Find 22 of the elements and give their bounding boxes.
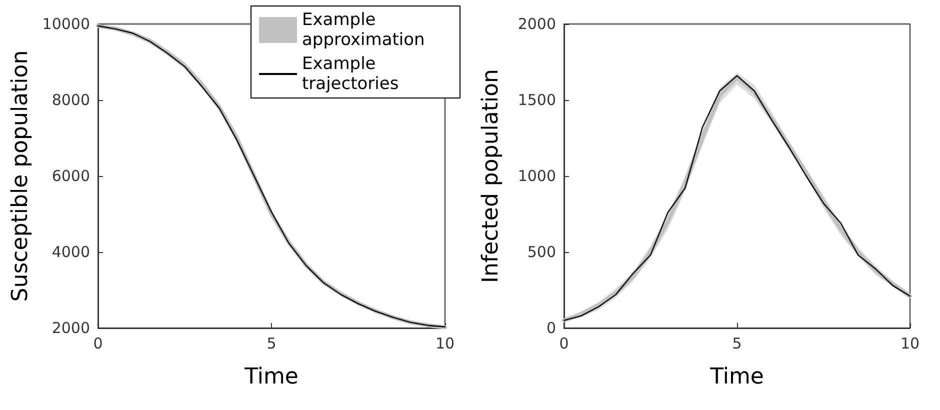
y-axis-title: Infected population	[478, 69, 504, 283]
x-tick-label: 10	[435, 334, 455, 352]
y-tick-label: 8000	[52, 91, 90, 109]
y-tick-label: 1000	[518, 167, 556, 185]
y-tick-label: 500	[527, 243, 556, 261]
x-axis-title: Time	[244, 364, 298, 390]
y-tick-label: 0	[546, 319, 556, 337]
x-tick-label: 0	[93, 334, 103, 352]
y-tick-label: 4000	[52, 243, 90, 261]
y-tick-label: 10000	[42, 15, 90, 33]
y-tick-label: 1500	[518, 91, 556, 109]
x-tick-label: 5	[266, 334, 276, 352]
y-axis-title: Susceptible population	[8, 50, 33, 302]
y-tick-label: 2000	[518, 15, 556, 33]
x-tick-label: 5	[732, 334, 742, 352]
legend-label: Example trajectories	[302, 54, 399, 94]
y-tick-label: 6000	[52, 167, 90, 185]
legend-label: Example approximation	[302, 10, 425, 50]
y-tick-label: 2000	[52, 319, 90, 337]
x-axis-title: Time	[709, 364, 764, 390]
x-tick-label: 0	[559, 334, 569, 352]
x-tick-label: 10	[900, 334, 920, 352]
